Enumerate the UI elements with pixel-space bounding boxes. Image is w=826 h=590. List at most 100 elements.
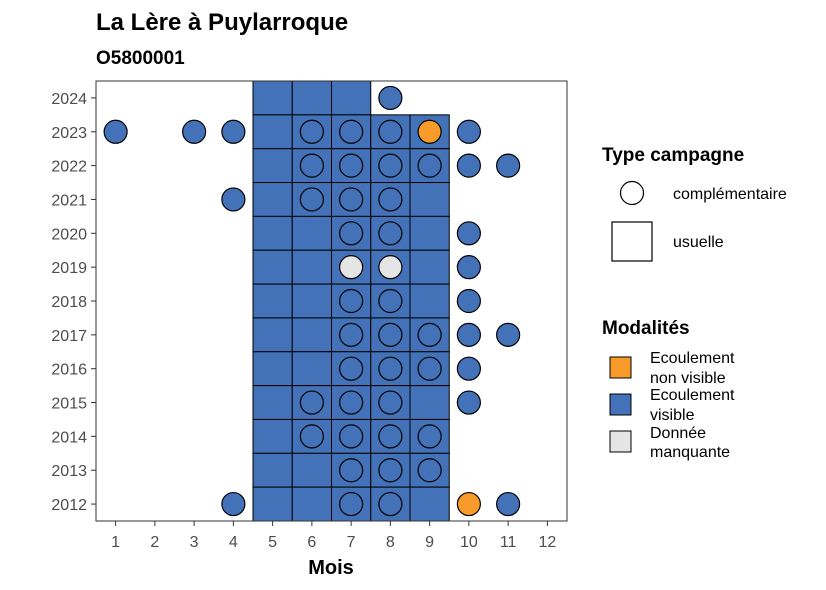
legend-manquante-line1: Donnée [650, 425, 706, 442]
complementaire-point [456, 390, 481, 415]
complementaire-point [456, 322, 481, 347]
usuelle-square [252, 283, 293, 319]
complementaire-point [339, 255, 364, 280]
usuelle-square [409, 283, 450, 319]
usuelle-square [252, 148, 293, 184]
complementaire-point [378, 255, 403, 280]
complementaire-point [496, 491, 521, 517]
complementaire-point [339, 221, 364, 246]
usuelle-square [291, 215, 332, 251]
usuelle-square [252, 385, 293, 420]
legend-type-title: Type campagne [602, 145, 744, 166]
x-tick-label: 8 [386, 534, 395, 551]
usuelle-square [252, 114, 293, 150]
complementaire-point [378, 221, 403, 246]
complementaire-point [339, 424, 364, 449]
complementaire-point [339, 288, 364, 314]
x-tick-label: 12 [538, 534, 556, 551]
complementaire-point [299, 153, 324, 178]
complementaire-point [339, 187, 364, 212]
usuelle-square [409, 486, 450, 522]
complementaire-point [378, 187, 403, 212]
y-tick-label: 2019 [51, 260, 87, 277]
legend-non-visible-swatch [609, 356, 632, 379]
complementaire-point [417, 356, 442, 381]
complementaire-point [103, 119, 128, 144]
complementaire-point [299, 390, 324, 415]
usuelle-square [291, 486, 332, 522]
complementaire-point [378, 491, 403, 517]
complementaire-point [378, 153, 403, 178]
usuelle-square [409, 182, 450, 217]
complementaire-point [496, 322, 521, 347]
usuelle-square [291, 283, 332, 319]
x-tick-label: 7 [347, 534, 356, 551]
usuelle-square [331, 80, 372, 116]
complementaire-point [221, 491, 246, 517]
complementaire-point [456, 288, 481, 314]
x-tick-label: 6 [307, 534, 316, 551]
usuelle-square [291, 80, 332, 116]
complementaire-point [339, 356, 364, 381]
usuelle-square [291, 452, 332, 488]
x-tick-label: 10 [460, 534, 478, 551]
legend-usuelle-label: usuelle [673, 234, 724, 251]
complementaire-point [299, 119, 324, 144]
plot-area [95, 80, 568, 522]
complementaire-point [456, 221, 481, 246]
usuelle-square [291, 351, 332, 387]
y-tick-label: 2023 [51, 125, 87, 142]
x-tick-label: 4 [229, 534, 238, 551]
chart-subtitle: O5800001 [96, 48, 185, 69]
complementaire-point [339, 458, 364, 483]
complementaire-point [378, 322, 403, 347]
complementaire-point [378, 85, 403, 111]
usuelle-square [409, 249, 450, 285]
complementaire-point [339, 119, 364, 144]
usuelle-square [252, 249, 293, 285]
usuelle-square [252, 486, 293, 522]
y-tick-label: 2012 [51, 497, 87, 514]
y-tick-label: 2017 [51, 328, 87, 345]
usuelle-square [252, 452, 293, 488]
chart-title: La Lère à Puylarroque [96, 9, 348, 36]
legend-manquante-swatch [609, 430, 632, 453]
legend-complementaire-label: complémentaire [673, 186, 787, 203]
y-tick-label: 2024 [51, 91, 87, 108]
complementaire-point [339, 322, 364, 347]
complementaire-point [496, 153, 521, 178]
complementaire-point [339, 153, 364, 178]
y-tick-label: 2013 [51, 463, 87, 480]
x-tick-label: 1 [111, 534, 120, 551]
usuelle-square [252, 418, 293, 454]
complementaire-point [339, 390, 364, 415]
legend-manquante-line2: manquante [650, 444, 730, 461]
usuelle-square [409, 385, 450, 420]
usuelle-square [252, 182, 293, 217]
x-axis: 1 2 3 4 5 6 7 8 9 10 11 12 [111, 521, 556, 551]
y-tick-label: 2016 [51, 362, 87, 379]
y-tick-label: 2018 [51, 294, 87, 311]
x-tick-label: 11 [500, 534, 517, 551]
y-tick-label: 2020 [51, 226, 87, 243]
legend-non-visible-line2: non visible [650, 370, 726, 387]
x-tick-label: 9 [425, 534, 434, 551]
complementaire-point [182, 119, 207, 144]
legend-visible-line2: visible [650, 407, 695, 424]
complementaire-point [378, 356, 403, 381]
usuelle-square [291, 249, 332, 285]
complementaire-point [456, 356, 481, 381]
usuelle-square [252, 351, 293, 387]
complementaire-point [221, 187, 246, 212]
complementaire-point [378, 288, 403, 314]
complementaire-point [456, 491, 481, 517]
legend-non-visible-line1: Ecoulement [650, 350, 735, 367]
complementaire-point [221, 119, 246, 144]
y-tick-label: 2014 [51, 429, 87, 446]
complementaire-point [456, 119, 481, 144]
x-tick-label: 3 [190, 534, 199, 551]
y-axis: 2012 2013 2014 2015 2016 2017 2018 2019 2020 2021… [51, 91, 96, 514]
complementaire-point [299, 187, 324, 212]
legend-visible-line1: Ecoulement [650, 387, 735, 404]
